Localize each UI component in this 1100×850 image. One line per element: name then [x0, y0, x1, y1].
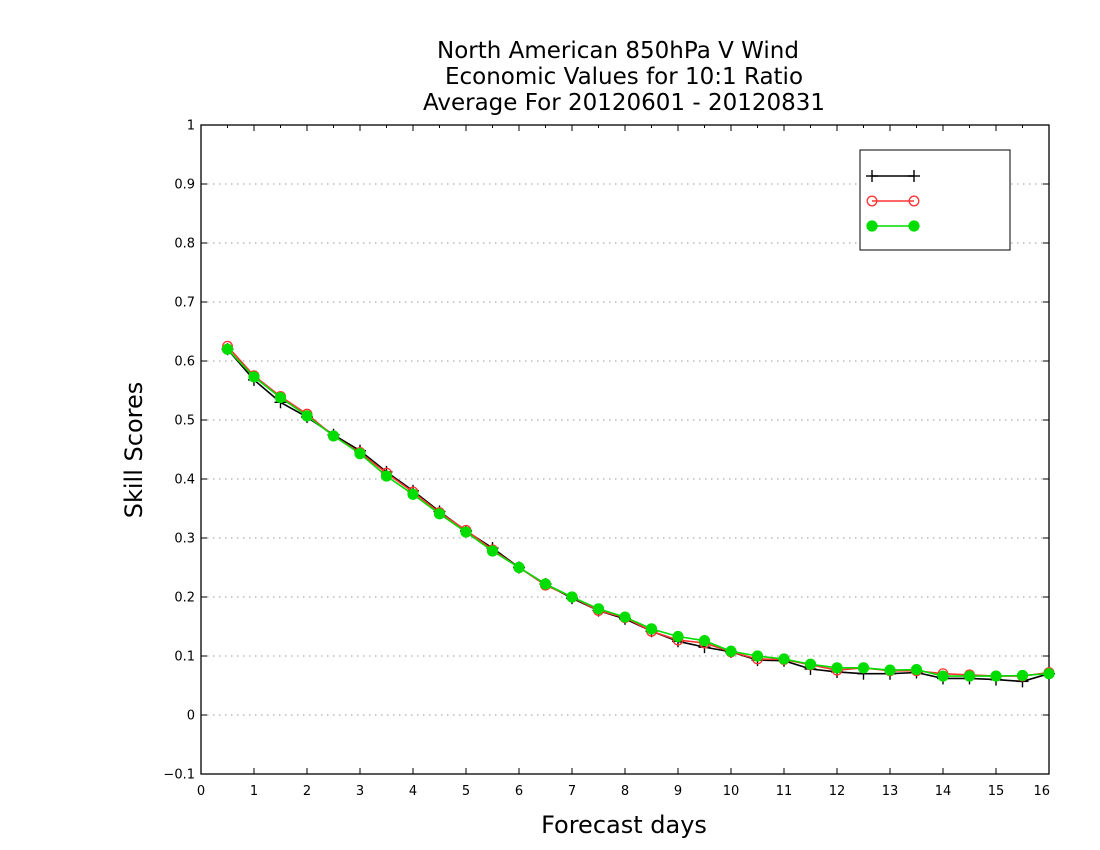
data-point-filled-circle: [513, 561, 525, 574]
y-tick-label: 0.7: [174, 296, 195, 311]
x-tick-label: 11: [776, 784, 793, 799]
data-point-filled-circle: [908, 220, 920, 232]
x-tick-label: 12: [829, 784, 846, 799]
y-tick-label: 0: [187, 709, 195, 724]
series-2: [222, 340, 1055, 682]
data-point-filled-circle: [857, 662, 870, 674]
data-point-filled-circle: [884, 664, 896, 676]
data-point-filled-circle: [221, 343, 234, 355]
data-point-filled-circle: [725, 645, 737, 657]
y-tick-label: 0.1: [174, 650, 195, 665]
data-point-filled-circle: [937, 670, 949, 682]
legend-entry-1: [866, 170, 920, 182]
y-tick-label: 0.3: [174, 532, 195, 547]
data-point-filled-circle: [645, 623, 658, 635]
legend-box: [859, 149, 1011, 251]
x-tick-label: 1: [250, 784, 258, 799]
data-point-filled-circle: [327, 430, 340, 442]
x-axis-label: Forecast days: [541, 811, 707, 839]
x-tick-label: 3: [356, 784, 364, 799]
x-tick-label: 0: [197, 784, 205, 799]
title-line-1: North American 850hPa V Wind: [437, 38, 799, 64]
data-point-filled-circle: [1016, 669, 1029, 682]
y-axis-label: Skill Scores: [120, 382, 148, 519]
data-point-filled-circle: [619, 611, 631, 623]
data-point-filled-circle: [751, 650, 764, 662]
legend-entry-3: [866, 220, 920, 232]
y-tick-label: −0.1: [163, 768, 195, 783]
data-point-plus: [866, 170, 878, 182]
data-point-filled-circle: [592, 603, 605, 615]
series-line: [226, 345, 1050, 677]
data-point-open-circle: [908, 195, 920, 207]
title-line-3: Average For 20120601 - 20120831: [423, 90, 825, 116]
data-point-filled-circle: [778, 653, 790, 665]
title-line-2: Economic Values for 10:1 Ratio: [445, 64, 803, 90]
data-point-filled-circle: [963, 670, 976, 682]
data-point-filled-circle: [407, 488, 419, 500]
data-point-filled-circle: [1043, 668, 1055, 680]
data-point-filled-circle: [866, 220, 878, 232]
legend-entry-2: [866, 195, 920, 207]
x-tick-label: 10: [723, 784, 740, 799]
y-tick-label: 0.6: [174, 355, 195, 370]
chart-title: North American 850hPa V Wind Economic Va…: [423, 38, 825, 116]
data-point-filled-circle: [831, 662, 843, 674]
x-tick-label: 5: [462, 784, 470, 799]
y-tick-label: 0.8: [174, 237, 195, 252]
x-tick-label: 4: [409, 784, 417, 799]
tick-labels: −0.100.10.20.30.40.50.60.70.80.910 1 2 3 4 5 6…: [163, 119, 1050, 800]
x-tick-label: 15: [988, 784, 1005, 799]
data-point-filled-circle: [566, 591, 578, 603]
series-1: [221, 343, 1055, 688]
data-point-filled-circle: [990, 670, 1002, 682]
y-tick-label: 1: [187, 119, 195, 134]
x-tick-label: 6: [515, 784, 523, 799]
series-line: [226, 348, 1050, 683]
grid-lines: [201, 183, 1049, 716]
x-tick-label: 2: [303, 784, 311, 799]
data-point-open-circle: [866, 195, 878, 207]
plot-frame: [200, 124, 1050, 775]
x-tick-label: 8: [621, 784, 629, 799]
x-tick-label: 7: [568, 784, 576, 799]
data-point-filled-circle: [910, 663, 923, 676]
data-point-filled-circle: [698, 635, 711, 647]
x-tick-label: 16: [1033, 784, 1050, 799]
data-point-filled-circle: [804, 658, 817, 670]
data-point-filled-circle: [672, 630, 684, 643]
data-point-filled-circle: [539, 578, 552, 590]
data-point-filled-circle: [301, 410, 313, 422]
data-series: [221, 340, 1055, 688]
data-point-filled-circle: [354, 448, 366, 460]
data-point-plus: [908, 170, 920, 182]
legend: [859, 149, 1011, 251]
y-tick-label: 0.9: [174, 178, 195, 193]
data-point-filled-circle: [460, 526, 472, 538]
x-tick-label: 13: [882, 784, 899, 799]
y-tick-label: 0.4: [174, 473, 195, 488]
x-tick-label: 14: [935, 784, 952, 799]
series-line: [226, 348, 1050, 677]
y-tick-label: 0.5: [174, 414, 195, 429]
data-point-filled-circle: [274, 391, 287, 404]
data-point-filled-circle: [433, 508, 446, 520]
y-tick-label: 0.2: [174, 591, 195, 606]
series-3: [221, 343, 1055, 682]
data-point-filled-circle: [380, 470, 393, 482]
data-point-filled-circle: [486, 545, 499, 557]
x-tick-label: 9: [674, 784, 682, 799]
data-point-filled-circle: [248, 371, 260, 383]
